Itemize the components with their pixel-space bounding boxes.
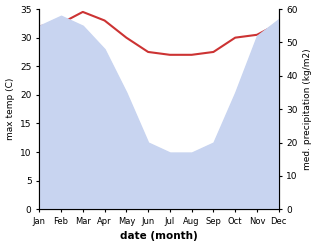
Y-axis label: med. precipitation (kg/m2): med. precipitation (kg/m2) (303, 48, 313, 170)
Y-axis label: max temp (C): max temp (C) (5, 78, 15, 140)
X-axis label: date (month): date (month) (120, 231, 198, 242)
